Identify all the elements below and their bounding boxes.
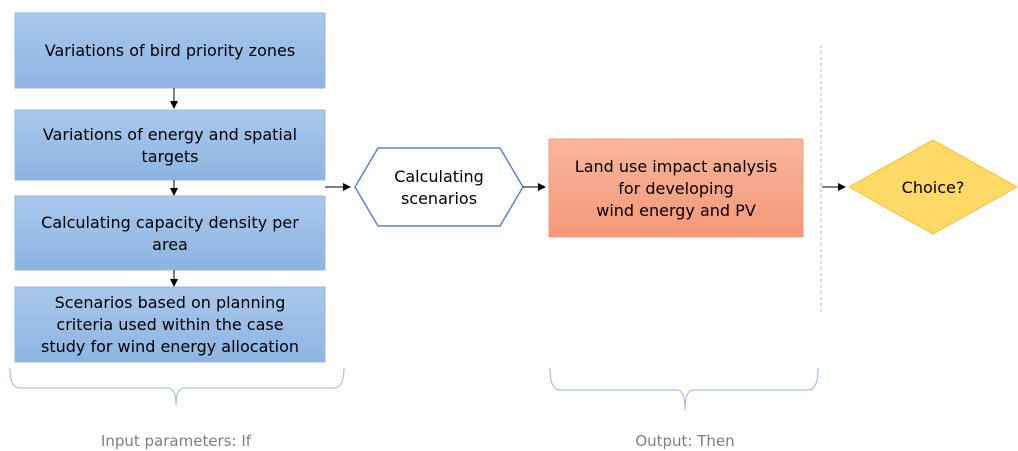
box — [14, 195, 326, 271]
node-label: study for wind energy allocation — [41, 337, 299, 356]
node-label: Calculating — [394, 167, 484, 186]
node-label: scenarios — [401, 189, 477, 208]
node-label: targets — [142, 147, 199, 166]
box — [14, 286, 326, 363]
node-label: Choice? — [902, 178, 965, 197]
labels: Variations of bird priority zones Variati… — [41, 41, 964, 356]
node-label: criteria used within the case — [56, 315, 283, 334]
node-label: for developing — [618, 179, 734, 198]
node-label: area — [152, 235, 188, 254]
box — [14, 12, 326, 89]
diamond — [847, 139, 1018, 235]
node-label: Variations of bird priority zones — [45, 41, 295, 60]
hexagon — [354, 147, 524, 227]
node-label: Land use impact analysis — [575, 157, 777, 176]
node-label: Calculating capacity density per — [41, 213, 299, 232]
caption: Output: Then — [635, 432, 734, 450]
brace — [9, 367, 345, 406]
box — [548, 138, 804, 238]
node-label: Variations of energy and spatial — [43, 125, 297, 144]
caption: Input parameters: If — [101, 432, 252, 450]
node-label: wind energy and PV — [596, 201, 756, 220]
node-label: Scenarios based on planning — [55, 293, 286, 312]
brace — [549, 367, 819, 411]
box — [14, 109, 326, 181]
